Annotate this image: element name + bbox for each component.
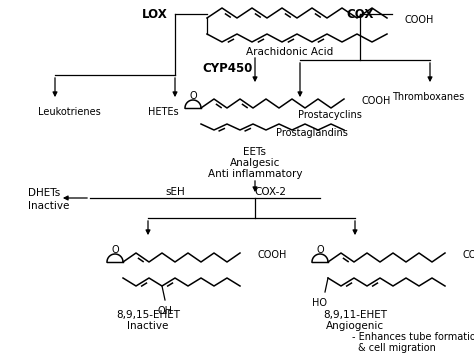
Text: Prostacyclins: Prostacyclins	[298, 110, 362, 120]
Text: sEH: sEH	[165, 187, 185, 197]
Text: COOH: COOH	[463, 250, 474, 260]
Text: DHETs: DHETs	[28, 188, 60, 198]
Text: Anti inflammatory: Anti inflammatory	[208, 169, 302, 179]
Text: O: O	[111, 245, 119, 255]
Text: Prostaglandins: Prostaglandins	[276, 128, 348, 138]
Text: & cell migration: & cell migration	[358, 343, 436, 353]
Text: COX: COX	[346, 7, 374, 21]
Text: Angiogenic: Angiogenic	[326, 321, 384, 331]
Text: COX-2: COX-2	[254, 187, 286, 197]
Text: Analgesic: Analgesic	[230, 158, 280, 168]
Text: Inactive: Inactive	[128, 321, 169, 331]
Text: Leukotrienes: Leukotrienes	[38, 107, 101, 117]
Text: 8,9,11-EHET: 8,9,11-EHET	[323, 310, 387, 320]
Text: O: O	[316, 245, 324, 255]
Text: Inactive: Inactive	[28, 201, 69, 211]
Text: Arachidonic Acid: Arachidonic Acid	[246, 47, 334, 57]
Text: OH: OH	[157, 306, 173, 316]
Text: 8,9,15-EHET: 8,9,15-EHET	[116, 310, 180, 320]
Text: HO: HO	[312, 298, 328, 308]
Text: EETs: EETs	[244, 147, 266, 157]
Text: O: O	[189, 91, 197, 101]
Text: HETEs: HETEs	[148, 107, 179, 117]
Text: Thromboxanes: Thromboxanes	[392, 92, 464, 102]
Text: LOX: LOX	[142, 7, 168, 21]
Text: CYP450: CYP450	[203, 62, 253, 74]
Text: COOH: COOH	[362, 96, 392, 106]
Text: - Enhances tube formation: - Enhances tube formation	[352, 332, 474, 342]
Text: COOH: COOH	[405, 15, 434, 25]
Text: COOH: COOH	[258, 250, 287, 260]
